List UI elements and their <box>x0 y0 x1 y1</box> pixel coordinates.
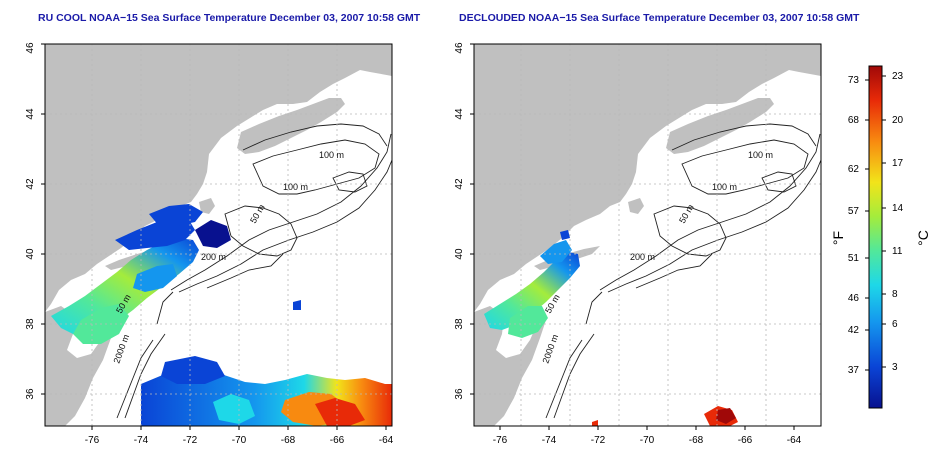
left-map: 100 m 100 m 50 m 200 m 50 m 2000 m -76 -… <box>25 42 394 446</box>
right-y-tick: 36 <box>454 388 465 400</box>
left-x-tick: -68 <box>281 435 296 446</box>
left-x-tick: -66 <box>330 435 345 446</box>
contour-label-200m: 200 m <box>201 252 226 262</box>
fahrenheit-tick: 37 <box>848 365 860 376</box>
right-y-tick: 46 <box>454 42 465 54</box>
fahrenheit-tick: 51 <box>848 253 860 264</box>
right-map-title: DECLOUDED NOAA−15 Sea Surface Temperatur… <box>459 12 860 24</box>
right-x-tick: -72 <box>591 435 606 446</box>
celsius-tick: 17 <box>892 158 904 169</box>
fahrenheit-tick: 73 <box>848 75 860 86</box>
celsius-tick: 11 <box>892 246 903 257</box>
contour-label-100m-b: 100 m <box>283 182 308 192</box>
sst-data-right <box>484 230 738 426</box>
celsius-tick: 20 <box>892 115 904 126</box>
fahrenheit-tick: 62 <box>848 164 860 175</box>
left-y-tick: 36 <box>25 388 36 400</box>
right-x-tick: -64 <box>787 435 802 446</box>
left-y-tick: 42 <box>25 178 36 190</box>
celsius-tick: 14 <box>892 203 904 214</box>
left-x-tick: -72 <box>183 435 198 446</box>
color-scale-bar: 73 68 62 57 51 46 42 37 23 20 17 14 11 8 <box>830 65 931 409</box>
left-y-tick: 40 <box>25 248 36 260</box>
fahrenheit-tick: 68 <box>848 115 860 126</box>
contour-label-100m-b: 100 m <box>712 182 737 192</box>
right-x-axis <box>499 426 795 430</box>
left-y-tick: 46 <box>25 42 36 54</box>
celsius-label: °C <box>915 230 931 246</box>
fahrenheit-tick: 42 <box>848 325 860 336</box>
celsius-tick: 6 <box>892 319 898 330</box>
fahrenheit-tick: 46 <box>848 293 860 304</box>
left-map-title: RU COOL NOAA−15 Sea Surface Temperature … <box>38 12 421 24</box>
fahrenheit-label: °F <box>830 231 846 245</box>
left-y-axis <box>41 43 45 395</box>
left-x-tick: -74 <box>134 435 149 446</box>
right-x-tick: -70 <box>640 435 655 446</box>
celsius-tick: 23 <box>892 71 904 82</box>
contour-label-100m-a: 100 m <box>748 150 773 160</box>
contour-label-200m: 200 m <box>630 252 655 262</box>
right-x-tick: -76 <box>493 435 508 446</box>
right-y-tick: 42 <box>454 178 465 190</box>
right-y-tick: 44 <box>454 108 465 120</box>
fahrenheit-tick: 57 <box>848 206 860 217</box>
left-x-tick: -70 <box>232 435 247 446</box>
celsius-tick: 3 <box>892 362 898 373</box>
left-x-tick: -64 <box>379 435 394 446</box>
sst-data-left <box>51 204 392 426</box>
right-y-axis <box>470 43 474 395</box>
contour-label-100m-a: 100 m <box>319 150 344 160</box>
celsius-tick: 8 <box>892 289 898 300</box>
right-y-tick: 38 <box>454 318 465 330</box>
left-x-axis <box>91 426 387 430</box>
left-y-tick: 44 <box>25 108 36 120</box>
left-x-tick: -76 <box>85 435 100 446</box>
right-x-tick: -66 <box>738 435 753 446</box>
right-x-tick: -74 <box>542 435 557 446</box>
right-x-tick: -68 <box>689 435 704 446</box>
right-y-tick: 40 <box>454 248 465 260</box>
right-map: 100 m 100 m 50 m 200 m 50 m 2000 m -76 -… <box>454 42 822 446</box>
left-y-tick: 38 <box>25 318 36 330</box>
